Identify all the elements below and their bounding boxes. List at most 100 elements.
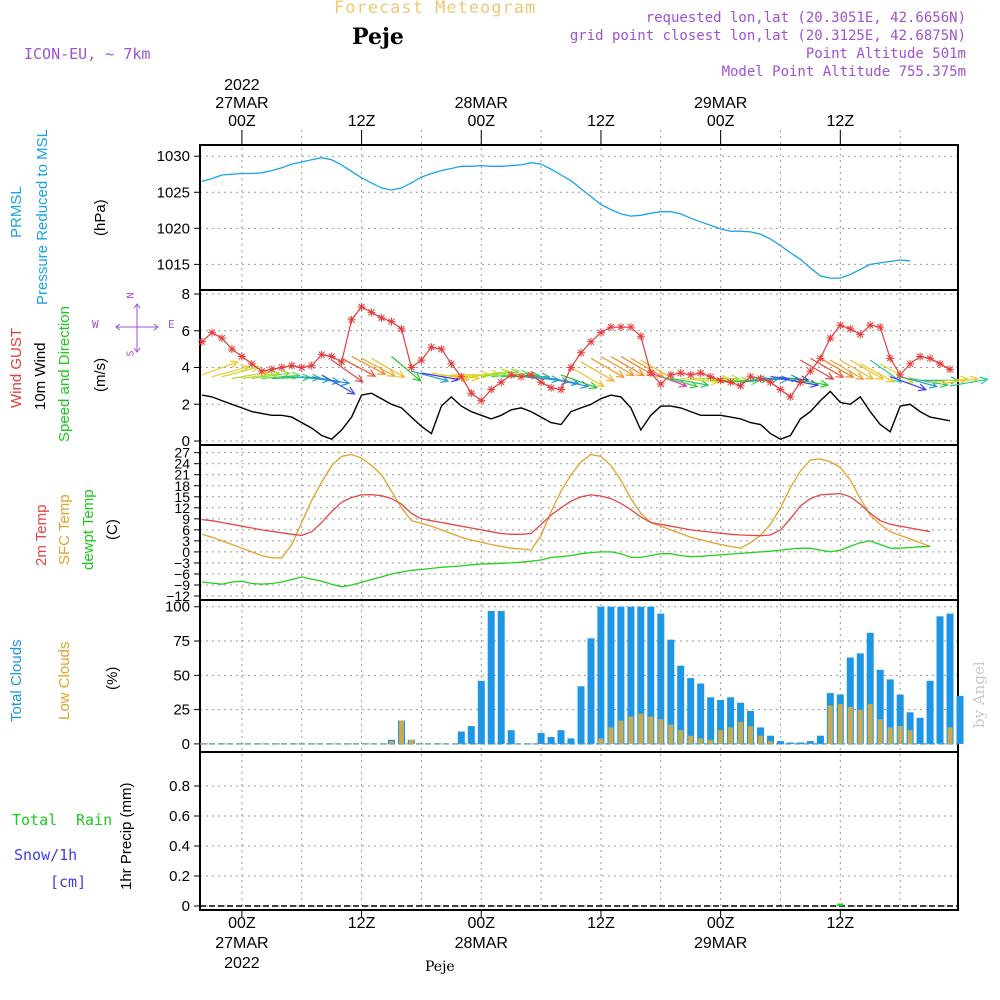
low-cloud-bar bbox=[728, 727, 734, 744]
total-cloud-bar bbox=[876, 669, 884, 744]
low-cloud-bar bbox=[758, 735, 763, 744]
wind-gust-point bbox=[866, 321, 875, 330]
total-cloud-bar bbox=[577, 686, 585, 744]
wind-gust-point bbox=[507, 370, 516, 379]
y-tick-label: −3 bbox=[174, 555, 190, 571]
low-cloud-bar bbox=[598, 738, 604, 744]
wind-gust-point bbox=[197, 337, 206, 346]
total-cloud-bar bbox=[956, 695, 964, 744]
sfc-temp-line bbox=[201, 453, 931, 559]
total-cloud-bar bbox=[796, 742, 804, 744]
total-cloud-bar bbox=[497, 610, 505, 744]
meteogram-title: Forecast Meteogram bbox=[334, 0, 537, 18]
total-cloud-bar bbox=[777, 741, 784, 744]
wind-gust-point bbox=[477, 396, 486, 405]
wind-direction-arrow bbox=[391, 356, 422, 382]
wind-gust-point bbox=[277, 363, 286, 372]
low-cloud-bar bbox=[688, 735, 694, 744]
wind-direction-arrow bbox=[570, 366, 606, 388]
time-label-top: 12Z bbox=[827, 113, 855, 130]
wind-direction-arrow bbox=[351, 355, 387, 375]
wind-gust-point bbox=[786, 392, 795, 401]
wind-gust-point bbox=[876, 323, 885, 332]
wind-gust-point bbox=[806, 367, 815, 376]
model-name: ICON-EU, ~ 7km bbox=[24, 45, 151, 63]
y-tick-label: −12 bbox=[166, 588, 190, 604]
total-cloud-bar bbox=[707, 697, 715, 744]
wind-gust-point bbox=[906, 359, 915, 368]
wind-direction-arrow bbox=[341, 357, 377, 377]
wind-direction-arrow bbox=[471, 368, 511, 378]
low-cloud-bar bbox=[618, 720, 624, 744]
wind-gust-point bbox=[497, 378, 506, 387]
wind-direction-arrow bbox=[670, 377, 710, 388]
panels-frame bbox=[199, 144, 959, 911]
wind-direction-arrow bbox=[849, 359, 885, 380]
total-cloud-bar bbox=[617, 606, 625, 744]
y-tick-label: 0 bbox=[182, 433, 190, 450]
time-label-top: 12Z bbox=[587, 113, 615, 130]
wind-gust-point bbox=[557, 385, 566, 394]
wind-gust-point bbox=[656, 380, 665, 389]
time-label-bottom: 12Z bbox=[348, 915, 376, 932]
time-label-bottom: 12Z bbox=[587, 915, 615, 932]
wind-gust-point bbox=[307, 361, 316, 370]
wind-gust-point bbox=[267, 365, 276, 374]
wind-gust-point bbox=[417, 356, 426, 365]
wind-gust-point bbox=[836, 321, 845, 330]
dewpt-temp-line bbox=[201, 540, 931, 588]
wind-10m-line bbox=[201, 390, 951, 441]
low-cloud-bar bbox=[827, 705, 833, 744]
total-cloud-bar bbox=[627, 606, 635, 744]
wind-gust-point bbox=[946, 365, 955, 374]
total-cloud-bar bbox=[816, 735, 824, 744]
wind-gust-point bbox=[826, 334, 835, 343]
low-cloud-bar bbox=[877, 719, 883, 744]
wind-direction-arrow bbox=[839, 359, 875, 380]
total-cloud-bar bbox=[567, 738, 575, 744]
wind-gust-point bbox=[537, 378, 546, 387]
total-cloud-bar bbox=[906, 712, 914, 744]
wind-gust-point bbox=[247, 359, 256, 368]
wind-gust-point bbox=[217, 334, 226, 343]
low-cloud-bar bbox=[748, 726, 753, 744]
y-tick-label: 15 bbox=[174, 489, 190, 505]
y-tick-label: 3 bbox=[182, 533, 190, 549]
time-label-bottom: 00Z bbox=[707, 915, 735, 932]
wind-gust-point bbox=[736, 381, 745, 390]
total-cloud-bar bbox=[477, 680, 485, 744]
time-label-bottom: 29MAR bbox=[694, 935, 747, 952]
total-cloud-bar bbox=[767, 735, 774, 744]
y-tick-label: 50 bbox=[173, 667, 190, 684]
footer-location: Peje bbox=[425, 959, 455, 975]
y-tick-label: 24 bbox=[174, 456, 190, 472]
time-label-bottom: 28MAR bbox=[455, 935, 508, 952]
wind-gust-point bbox=[547, 383, 556, 392]
wind-gust-point bbox=[337, 357, 346, 366]
low-cloud-bar bbox=[698, 738, 704, 744]
total-cloud-bar bbox=[697, 683, 705, 744]
y-tick-label: 8 bbox=[182, 286, 190, 303]
low-cloud-bar bbox=[638, 713, 644, 744]
wind-gust-point bbox=[467, 389, 476, 398]
location-name: Peje bbox=[352, 24, 404, 50]
wind-gust-point bbox=[756, 374, 765, 383]
total-cloud-bar bbox=[547, 737, 555, 744]
low-cloud-bar bbox=[658, 719, 664, 744]
wind-gust-point bbox=[377, 313, 386, 322]
total-cloud-bar bbox=[717, 700, 725, 744]
wind-gust-point bbox=[726, 378, 735, 387]
rain-label: Rain bbox=[76, 811, 113, 829]
wind-gust-point bbox=[626, 323, 635, 332]
wind-gust-point bbox=[517, 372, 526, 381]
wind-gust-point bbox=[926, 354, 935, 363]
model-altitude: Model Point Altitude 755.375m bbox=[721, 64, 966, 80]
total-cloud-bar bbox=[487, 610, 495, 744]
compass-e-label: E bbox=[168, 318, 175, 331]
y-tick-label: 0.4 bbox=[169, 838, 190, 855]
low-cloud-bar bbox=[837, 704, 843, 744]
wind-direction-arrow bbox=[321, 374, 356, 395]
y-tick-label: 6 bbox=[182, 522, 190, 538]
time-label-bottom: 12Z bbox=[827, 915, 855, 932]
y-tick-label: 21 bbox=[174, 467, 190, 483]
